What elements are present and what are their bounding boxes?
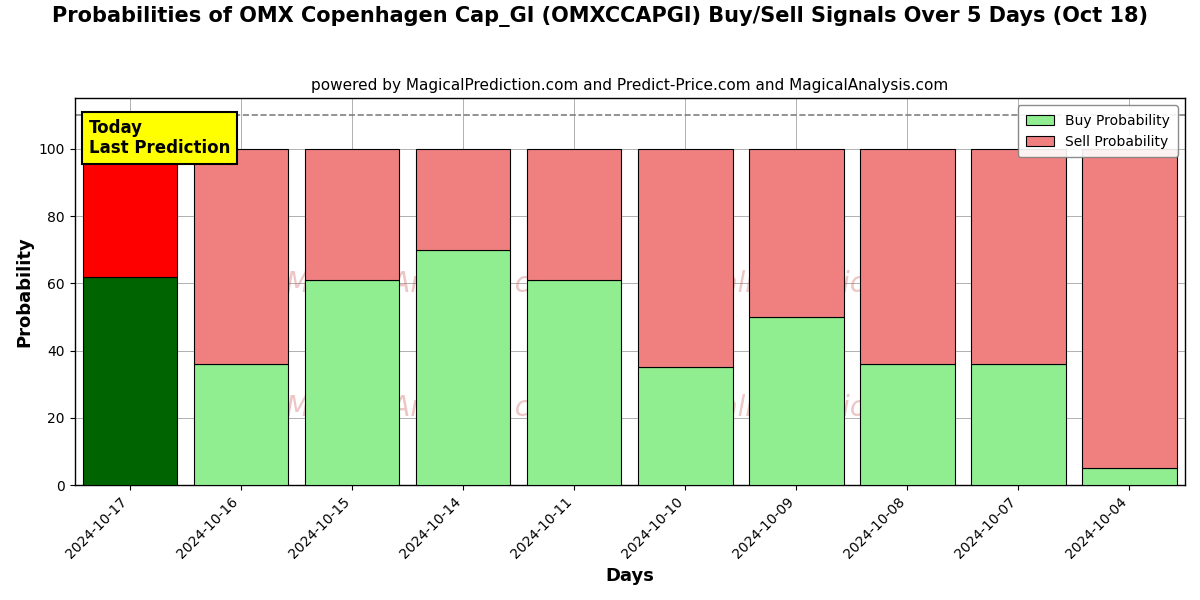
Bar [1082,149,1177,469]
Bar [749,149,844,317]
Text: MagicalAnalysis.com: MagicalAnalysis.com [286,394,575,422]
Bar [638,367,732,485]
Bar [527,280,622,485]
X-axis label: Days: Days [605,567,654,585]
Title: powered by MagicalPrediction.com and Predict-Price.com and MagicalAnalysis.com: powered by MagicalPrediction.com and Pre… [311,78,948,93]
Bar [749,317,844,485]
Bar [860,364,955,485]
Y-axis label: Probability: Probability [16,236,34,347]
Text: MagicalAnalysis.com: MagicalAnalysis.com [286,270,575,298]
Bar [527,149,622,280]
Legend: Buy Probability, Sell Probability: Buy Probability, Sell Probability [1018,105,1178,157]
Bar [1082,469,1177,485]
Bar [416,250,510,485]
Bar [194,149,288,364]
Bar [638,149,732,367]
Text: Probabilities of OMX Copenhagen Cap_GI (OMXCCAPGI) Buy/Sell Signals Over 5 Days : Probabilities of OMX Copenhagen Cap_GI (… [52,6,1148,27]
Bar [305,149,400,280]
Bar [305,280,400,485]
Bar [83,277,178,485]
Bar [194,364,288,485]
Bar [971,364,1066,485]
Text: MagicalPrediction.com: MagicalPrediction.com [640,394,953,422]
Bar [83,149,178,277]
Bar [860,149,955,364]
Bar [416,149,510,250]
Text: MagicalPrediction.com: MagicalPrediction.com [640,270,953,298]
Text: Today
Last Prediction: Today Last Prediction [89,119,230,157]
Bar [971,149,1066,364]
